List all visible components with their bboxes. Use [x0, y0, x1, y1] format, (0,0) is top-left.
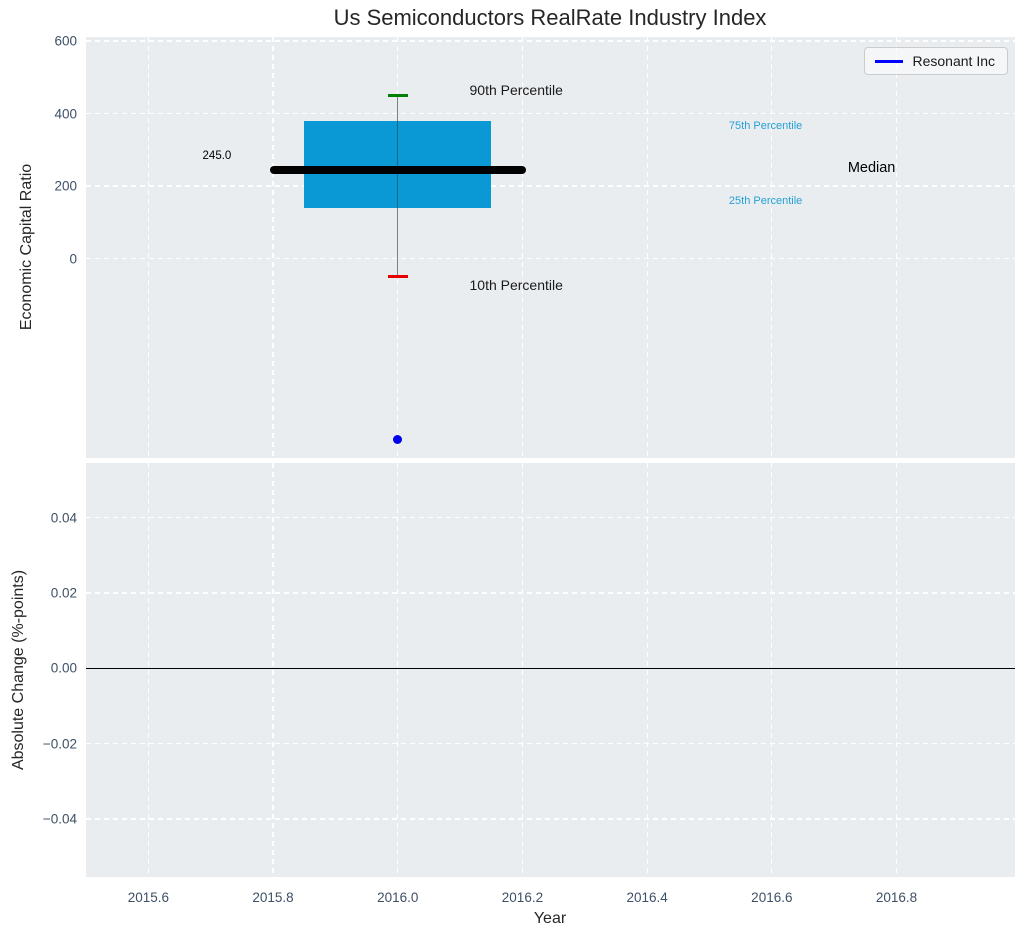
y-gridline	[86, 592, 1015, 594]
whisker-line-overlay	[396, 120, 399, 208]
y-axis-label-bottom: Absolute Change (%-points)	[10, 569, 27, 771]
median-line	[269, 165, 526, 174]
annotation-25th-percentile: 25th Percentile	[728, 194, 803, 207]
y-gridline	[86, 185, 1015, 187]
x-gridline	[147, 463, 149, 877]
y-axis-label-top: Economic Capital Ratio	[18, 163, 35, 331]
y-tick-label: 200	[54, 178, 77, 194]
x-gridline	[397, 463, 399, 877]
y-tick-label: 0.00	[50, 660, 77, 676]
annotation-75th-percentile: 75th Percentile	[728, 119, 803, 132]
annotation-245-0: 245.0	[202, 150, 232, 163]
x-gridline	[771, 463, 773, 877]
y-gridline	[86, 517, 1015, 519]
y-gridline	[86, 743, 1015, 745]
x-gridline	[521, 37, 524, 458]
whisker-cap-low	[387, 275, 408, 279]
x-gridline	[272, 463, 274, 877]
y-tick-label: 600	[54, 33, 77, 49]
axes-economic-capital-ratio: 245.0 90th Percentile 10th Percentile 75th …	[86, 37, 1015, 458]
x-tick-label: 2016.4	[626, 890, 668, 905]
x-gridline	[272, 37, 274, 458]
x-gridline	[895, 463, 898, 877]
x-tick-label: 2016.0	[377, 890, 419, 905]
chart-title: Us Semiconductors RealRate Industry Inde…	[333, 5, 767, 30]
y-tick-label: 0.04	[50, 510, 77, 526]
annotation-90th-percentile: 90th Percentile	[469, 81, 563, 98]
x-gridline	[646, 37, 648, 458]
y-gridline	[86, 112, 1015, 115]
axes-absolute-change	[86, 463, 1015, 877]
x-tick-label: 2016.2	[501, 890, 544, 905]
y-gridline	[86, 257, 1015, 260]
x-gridline	[521, 463, 524, 877]
y-gridline	[86, 818, 1015, 820]
y-tick-label: 0	[69, 251, 77, 267]
y-tick-label: 0.02	[50, 585, 77, 601]
y-tick-label: 400	[54, 106, 77, 121]
y-gridline	[86, 40, 1015, 42]
y-tick-label: −0.04	[42, 811, 77, 827]
annotation-10th-percentile: 10th Percentile	[469, 276, 563, 293]
x-axis-label: Year	[533, 910, 567, 927]
x-tick-label: 2015.6	[127, 890, 169, 905]
data-point-resonant-inc	[393, 435, 403, 445]
legend-line-icon	[874, 59, 903, 63]
y-tick-label: −0.02	[42, 736, 77, 752]
zero-reference-line	[86, 667, 1015, 670]
legend: Resonant Inc	[863, 47, 1008, 75]
x-gridline	[895, 37, 898, 458]
whisker-cap-high	[387, 93, 408, 97]
annotation-median: Median	[847, 159, 896, 176]
x-tick-label: 2016.6	[751, 890, 793, 905]
x-tick-label: 2015.8	[252, 890, 294, 905]
x-gridline	[646, 463, 648, 877]
x-gridline	[771, 37, 773, 458]
x-gridline	[147, 37, 149, 458]
x-tick-label: 2016.8	[875, 890, 918, 905]
legend-label: Resonant Inc	[912, 53, 996, 69]
